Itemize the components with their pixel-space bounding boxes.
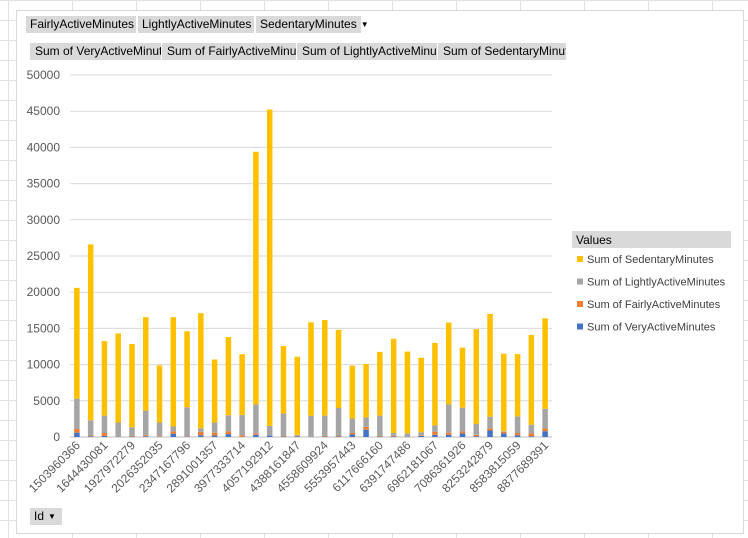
filter-label: FairlyActiveMinutes xyxy=(30,17,135,31)
axis-field-button-id[interactable]: Id ▼ xyxy=(30,508,62,525)
pivot-chart[interactable] xyxy=(16,10,744,534)
filter-button-sedentary[interactable]: SedentaryMinutes ▼ xyxy=(256,16,369,33)
axis-field-label: Id xyxy=(34,509,45,523)
value-field-button-fairly-active[interactable]: Sum of FairlyActiveMinutes xyxy=(162,43,296,60)
value-field-button-very-active[interactable]: Sum of VeryActiveMinutes xyxy=(30,43,161,60)
filter-button-fairly-active[interactable]: FairlyActiveMinutes▼ xyxy=(26,16,146,33)
value-field-button-sedentary[interactable]: Sum of SedentaryMinutes xyxy=(438,43,566,60)
dropdown-arrow-icon: ▼ xyxy=(360,20,369,29)
value-field-button-lightly-active[interactable]: Sum of LightlyActiveMinutes xyxy=(297,43,437,60)
filter-label: SedentaryMinutes xyxy=(260,17,357,31)
filter-label: LightlyActiveMinutes xyxy=(142,17,252,31)
filter-button-lightly-active[interactable]: LightlyActiveMinutes▼ xyxy=(138,16,263,33)
dropdown-arrow-icon: ▼ xyxy=(48,512,56,521)
